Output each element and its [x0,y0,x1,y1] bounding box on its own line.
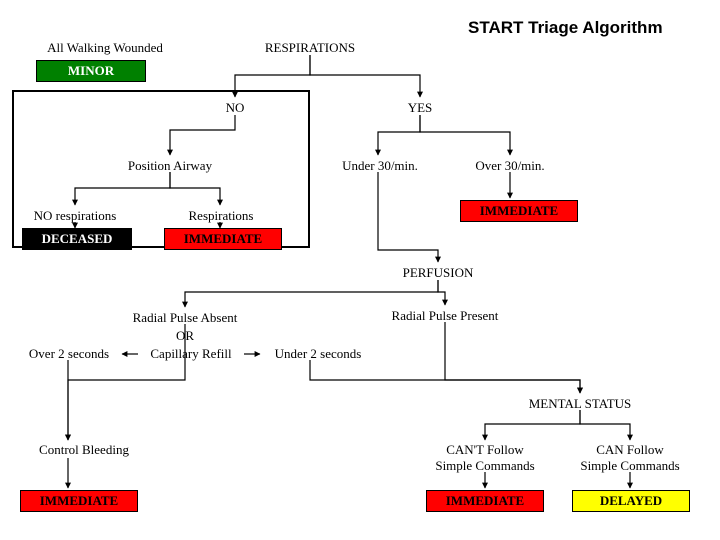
edge-8 [420,115,510,155]
node-walking: All Walking Wounded [40,40,170,56]
node-rp_present: Radial Pulse Present [370,308,520,324]
edge-19 [485,410,580,440]
tag-delayed: DELAYED [572,490,690,512]
node-or: OR [170,328,200,344]
node-rp_absent: Radial Pulse Absent [110,310,260,326]
edge-12 [438,280,445,305]
node-cant2: Simple Commands [420,458,550,474]
node-caprefill: Capillary Refill [136,346,246,362]
edge-20 [580,410,630,440]
node-can1: CAN Follow [580,442,680,458]
node-yes: YES [400,100,440,116]
edge-15 [445,322,580,393]
node-resp: Respirations [176,208,266,224]
edge-1 [310,55,420,97]
edge-18 [68,324,185,440]
node-under30: Under 30/min. [330,158,430,174]
node-over30: Over 30/min. [460,158,560,174]
tag-imm_bleed: IMMEDIATE [20,490,138,512]
edge-11 [185,280,438,307]
tag-imm_over30: IMMEDIATE [460,200,578,222]
node-respirations: RESPIRATIONS [250,40,370,56]
node-can2: Simple Commands [565,458,695,474]
node-cant1: CAN'T Follow [430,442,540,458]
node-perfusion: PERFUSION [388,265,488,281]
tag-minor: MINOR [36,60,146,82]
node-no: NO [215,100,255,116]
node-over2: Over 2 seconds [14,346,124,362]
node-under2: Under 2 seconds [258,346,378,362]
node-ctrl_bleed: Control Bleeding [24,442,144,458]
node-pos_airway: Position Airway [115,158,225,174]
edge-7 [378,115,420,155]
tag-deceased: DECEASED [22,228,132,250]
edge-16 [310,360,580,393]
tag-imm_cant: IMMEDIATE [426,490,544,512]
node-noresp: NO respirations [20,208,130,224]
diagram-title: START Triage Algorithm [468,18,663,38]
tag-imm_resp: IMMEDIATE [164,228,282,250]
node-mental: MENTAL STATUS [510,396,650,412]
edge-10 [378,172,438,262]
